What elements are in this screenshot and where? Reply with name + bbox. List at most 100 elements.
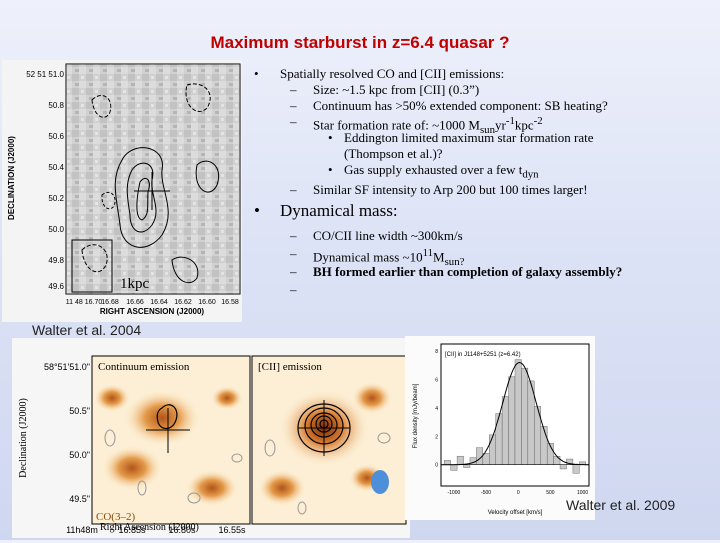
spectrum-ytick: 8 — [435, 349, 438, 355]
dynmass-sub: sun? — [444, 255, 465, 268]
scale-label: 1kpc — [120, 276, 150, 292]
maps-ytick: 49.5" — [69, 494, 90, 504]
spectrum-ylabel: Flux density [mJy/beam] — [413, 383, 419, 448]
ytick: 50.6 — [48, 132, 64, 141]
sub-item-linewidth: CO/CII line width ~300km/s — [313, 228, 463, 243]
maps-xtick: 16.80s — [168, 525, 196, 535]
dynmass-text: Dynamical mass ~10 — [313, 249, 423, 265]
spectrum-xtick: 0 — [517, 490, 520, 496]
cii-title: [CII] emission — [258, 361, 322, 373]
continuum-title: Continuum emission — [98, 361, 190, 373]
sub-item-sfr: Star formation rate of: ~1000 Msunyr-1kp… — [313, 114, 543, 138]
credit-walter-2009: Walter et al. 2009 — [566, 497, 676, 513]
co-label: CO(3–2) — [96, 511, 135, 523]
subsub-thompson: (Thompson et al.)? — [344, 146, 443, 161]
sfr-text: Star formation rate of: ~1000 M — [313, 117, 480, 133]
spectrum-bar — [514, 359, 522, 465]
sub-item-dynmass: Dynamical mass ~1011Msun? — [313, 246, 464, 270]
bullet-marker: • — [254, 66, 259, 81]
cii-spectrum: [CII] in J1148+5251 (z=6.42) Flux densit… — [405, 336, 595, 520]
maps-ytick: 50.0" — [69, 450, 90, 460]
sub-marker: – — [290, 228, 297, 243]
sfr-sup1: -1 — [505, 115, 515, 127]
sfr-sub: sun — [479, 123, 496, 136]
maps-xtick: 16.55s — [218, 525, 246, 535]
maps-ytick: 58°51'51.0" — [44, 362, 90, 372]
spectrum-chart: [CII] in J1148+5251 (z=6.42) Flux densit… — [413, 343, 590, 516]
ytick: 50.0 — [48, 225, 64, 234]
ytick: 50.8 — [48, 101, 64, 110]
spectrum-bar — [482, 453, 490, 465]
bullet-2: Dynamical mass: — [280, 201, 398, 220]
spectrum-bar — [572, 464, 580, 474]
spectrum-ytick: 2 — [435, 434, 438, 440]
sub-item-size: Size: ~1.5 kpc from [CII] (0.3”) — [313, 82, 480, 97]
sfr-mid2: kpc — [514, 117, 534, 133]
contour-map-svg: 52 51 51.0 50.8 50.6 50.4 50.2 50.0 49.8… — [7, 63, 241, 316]
maps-xtick: 16.85s — [118, 525, 146, 535]
xtick: 16.62 — [174, 299, 192, 306]
sub-marker: – — [290, 282, 297, 297]
ytick: 49.6 — [48, 282, 64, 291]
ytick: 49.8 — [48, 256, 64, 265]
dynmass-text2: M — [433, 249, 445, 265]
spectrum-bar — [489, 434, 496, 465]
spectrum-bar — [450, 464, 458, 471]
spectrum-bar — [508, 376, 516, 465]
spectrum-xtick: 500 — [546, 490, 555, 496]
xtick: 16.60 — [198, 299, 216, 306]
maps-xlabel: Right Ascension (J2000) — [100, 522, 199, 533]
xtick: 16.68 — [101, 299, 119, 306]
contour-xlabel: RIGHT ASCENSION (J2000) — [100, 307, 205, 316]
maps-xtick: 11h48m — [66, 525, 98, 535]
spectrum-title: [CII] in J1148+5251 (z=6.42) — [445, 352, 521, 358]
xtick: 16.58 — [221, 299, 239, 306]
gas-text: Gas supply exhausted over a few t — [344, 162, 523, 177]
subsub-marker: • — [328, 162, 333, 177]
spectrum-bar — [463, 464, 471, 468]
sub-marker: – — [290, 264, 297, 279]
contour-xticks: 11 48 16.70 16.68 16.66 16.64 16.62 16.6… — [66, 299, 239, 306]
maps-ytick: 50.5" — [69, 406, 90, 416]
sub-marker: – — [290, 82, 297, 97]
sub-marker: – — [290, 114, 297, 129]
spectrum-bar — [553, 455, 561, 465]
co-contour-map: 52 51 51.0 50.8 50.6 50.4 50.2 50.0 49.8… — [2, 60, 242, 322]
spectrum-xlabel: Velocity offset [km/s] — [488, 510, 543, 516]
maps-ylabel: Declination (J2000) — [18, 398, 29, 478]
spectrum-xtick: 1000 — [577, 490, 588, 496]
slide-title: Maximum starburst in z=6.4 quasar ? — [210, 33, 510, 52]
gaussian-fit — [441, 361, 589, 466]
contour-yticks: 52 51 51.0 50.8 50.6 50.4 50.2 50.0 49.8… — [26, 70, 64, 291]
sfr-mid: yr — [495, 117, 506, 133]
spectrum-bar — [495, 413, 503, 465]
subsub-eddington: Eddington limited maximum star formation… — [344, 130, 594, 145]
spectrum-bar — [501, 396, 509, 465]
sub-item-arp: Similar SF intensity to Arp 200 but 100 … — [313, 182, 588, 197]
spectrum-bar — [559, 464, 567, 470]
sfr-sup2: -2 — [533, 115, 543, 127]
spectrum-ytick: 0 — [435, 463, 438, 469]
sub-marker: – — [290, 182, 297, 197]
cii-maps: Continuum emission CO(3–2) [CII] emissio… — [12, 338, 410, 538]
bullet-marker: • — [254, 201, 260, 220]
spectrum-ytick: 6 — [435, 378, 438, 384]
sub-marker: – — [290, 246, 297, 261]
spectrum-xtick: -500 — [481, 490, 491, 496]
bullet-1: Spatially resolved CO and [CII] emission… — [280, 66, 505, 81]
spectrum-bar — [444, 460, 451, 465]
ytick: 50.4 — [48, 163, 64, 172]
ytick: 50.2 — [48, 194, 64, 203]
spectrum-xtick: -1000 — [447, 490, 460, 496]
subsub-marker: • — [328, 130, 333, 145]
cii-maps-svg: Continuum emission CO(3–2) [CII] emissio… — [18, 355, 407, 535]
sub-marker: – — [290, 98, 297, 113]
xtick: 16.66 — [126, 299, 144, 306]
xtick: 11 48 16.70 — [66, 299, 103, 306]
spectrum-bar — [521, 367, 529, 465]
dynmass-sup: 11 — [422, 247, 434, 259]
credit-walter-2004: Walter et al. 2004 — [32, 322, 142, 338]
contour-ylabel: DECLINATION (J2000) — [7, 136, 16, 220]
subsub-gas-supply: Gas supply exhausted over a few tdyn — [344, 162, 539, 183]
sub-item-bh: BH formed earlier than completion of gal… — [313, 264, 623, 279]
